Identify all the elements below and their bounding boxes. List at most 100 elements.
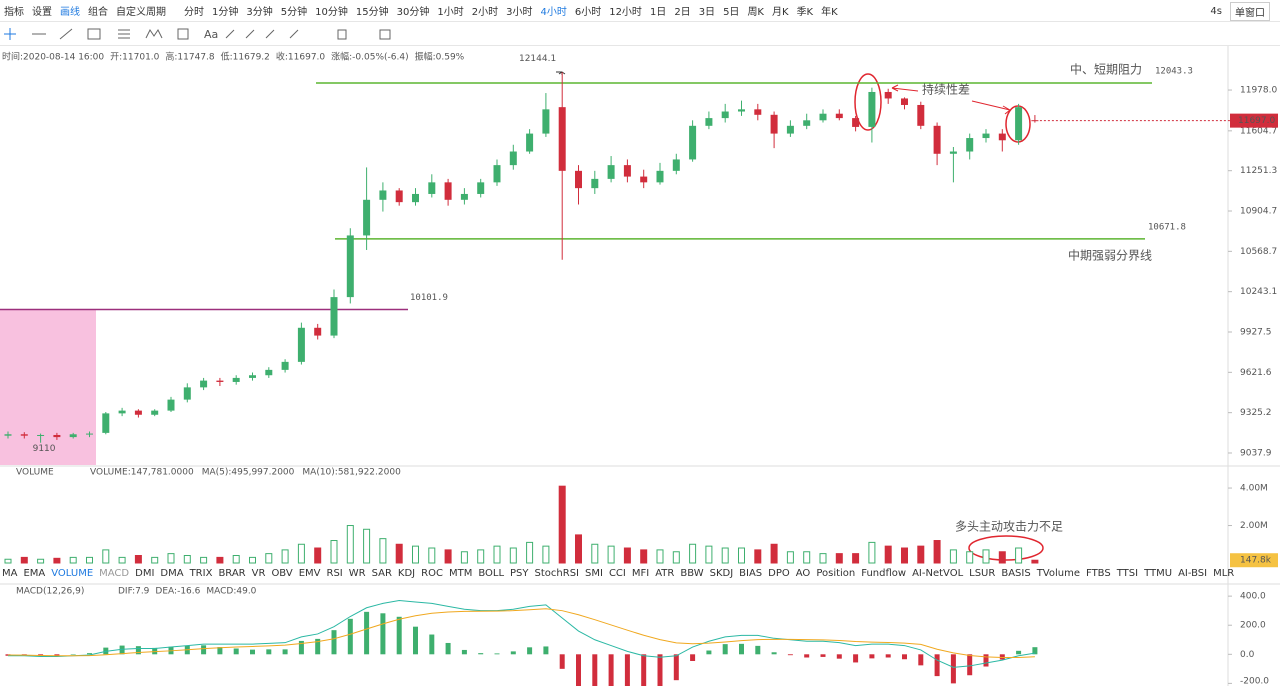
indicator-tab[interactable]: BIAS [739, 568, 763, 579]
period-button[interactable]: 2日 [674, 7, 691, 18]
measure-tool[interactable] [177, 28, 189, 40]
indicator-tab[interactable]: SAR [371, 568, 392, 579]
toolbar-item[interactable]: 画线 [60, 7, 80, 18]
indicator-tab[interactable]: DMI [135, 568, 155, 579]
candle-body [835, 113, 843, 119]
candle-body [493, 165, 501, 183]
candle-body [412, 193, 419, 203]
indicator-tab[interactable]: TTMU [1144, 568, 1173, 579]
indicator-tab[interactable]: AI-BSI [1178, 568, 1208, 579]
toolbar-item[interactable]: 自定义周期 [116, 7, 166, 18]
macd-bar [934, 654, 940, 677]
period-button[interactable]: 1日 [649, 7, 667, 18]
indicator-tab[interactable]: ROC [421, 568, 443, 579]
period-button[interactable]: 10分钟 [315, 7, 348, 18]
period-button[interactable]: 周K [747, 7, 764, 18]
period-button[interactable]: 季K [796, 7, 814, 18]
indicator-tab[interactable]: TTSI [1116, 568, 1139, 579]
y-tick-label: 9037.9 [1240, 448, 1272, 458]
period-button[interactable]: 30分钟 [396, 7, 430, 18]
indicator-tab[interactable]: BOLL [478, 568, 505, 579]
crosshair-tool[interactable] [4, 28, 16, 40]
ray-tool[interactable] [59, 28, 73, 40]
period-button[interactable]: 4小时 [540, 7, 567, 18]
indicator-tab[interactable]: Fundflow [861, 568, 907, 579]
indicator-tab[interactable]: SKDJ [709, 568, 734, 579]
drawing-toolbar: Aa [0, 22, 1280, 46]
indicator-tab[interactable]: TVolume [1036, 568, 1080, 579]
indicator-tab[interactable]: RSI [326, 568, 343, 579]
period-button[interactable]: 2小时 [471, 7, 499, 18]
delete-tool[interactable] [379, 29, 391, 40]
rect-tool[interactable] [87, 28, 101, 40]
indicator-tab[interactable]: VOLUME [51, 568, 94, 579]
candle-body [232, 377, 240, 382]
indicator-tab[interactable]: BBW [680, 568, 704, 579]
candle-body [444, 182, 452, 200]
period-button[interactable]: 5日 [723, 7, 740, 18]
volume-bar [672, 551, 680, 564]
indicator-tab[interactable]: FTBS [1086, 568, 1111, 579]
indicator-tab[interactable]: Position [816, 568, 856, 579]
indicator-tab[interactable]: BRAR [218, 568, 246, 579]
toolbar-item[interactable]: 设置 [32, 7, 52, 18]
indicator-tab[interactable]: ATR [655, 568, 675, 579]
indicator-tab[interactable]: LSUR [969, 568, 996, 579]
period-button[interactable]: 3分钟 [246, 7, 273, 18]
window-select[interactable]: 单窗口 [1230, 1, 1270, 21]
macd-bar [999, 654, 1005, 660]
indicator-tab[interactable]: MA [2, 568, 18, 579]
indicator-tab[interactable]: WR [348, 568, 366, 579]
macd-bar [885, 654, 891, 658]
text-tool[interactable]: Aa [204, 28, 218, 41]
indicator-tab[interactable]: MLR [1213, 568, 1235, 579]
wave-tool[interactable] [145, 29, 163, 39]
indicator-tab[interactable]: VR [251, 568, 266, 579]
period-button[interactable]: 1小时 [437, 7, 464, 18]
period-button[interactable]: 3日 [698, 7, 716, 18]
period-button[interactable]: 6小时 [574, 7, 602, 18]
macd-bar [869, 654, 875, 659]
indicator-tab[interactable]: BASIS [1001, 568, 1031, 579]
indicator-tab[interactable]: AI-NetVOL [912, 568, 964, 579]
indicator-tab[interactable]: MACD [99, 568, 130, 579]
period-button[interactable]: 分时 [184, 7, 204, 18]
period-button[interactable]: 5分钟 [280, 7, 308, 18]
toolbar-item[interactable]: 组合 [88, 7, 108, 18]
indicator-tab[interactable]: AO [795, 568, 811, 579]
fib-tool[interactable] [118, 29, 130, 39]
period-button[interactable]: 年K [821, 7, 838, 18]
volume-bar [656, 549, 664, 564]
indicator-tab[interactable]: SMI [585, 568, 603, 579]
lock-tool[interactable] [337, 29, 347, 40]
indicator-tab[interactable]: PSY [510, 568, 529, 579]
misc-tools[interactable] [225, 29, 299, 39]
indicator-tab[interactable]: EMV [298, 568, 321, 579]
volume-bar [493, 545, 501, 564]
toolbar-item[interactable]: 指标 [4, 7, 24, 18]
candle-body [526, 133, 534, 152]
macd-bar [967, 654, 973, 676]
indicator-tab[interactable]: OBV [271, 568, 293, 579]
refresh-rate[interactable]: 4s [1210, 5, 1222, 17]
period-button[interactable]: 月K [772, 7, 789, 18]
candle-body [656, 170, 664, 183]
indicator-tab[interactable]: DPO [768, 568, 790, 579]
indicator-tab[interactable]: MTM [448, 568, 473, 579]
macd-bar [918, 654, 924, 666]
period-button[interactable]: 12小时 [609, 7, 642, 18]
legend-entry: MACD:49.0 [206, 587, 256, 597]
indicator-tab[interactable]: TRIX [189, 568, 213, 579]
indicator-tab[interactable]: EMA [23, 568, 46, 579]
period-button[interactable]: 1分钟 [212, 7, 239, 18]
indicator-tab[interactable]: CCI [608, 568, 626, 579]
macd-bar [396, 616, 402, 655]
indicator-tab[interactable]: DMA [160, 568, 184, 579]
indicator-tab[interactable]: MFI [631, 568, 650, 579]
period-button[interactable]: 15分钟 [355, 7, 389, 18]
period-button[interactable]: 3小时 [506, 7, 533, 18]
indicator-tab[interactable]: StochRSI [534, 568, 579, 579]
indicator-tab[interactable]: KDJ [397, 568, 416, 579]
